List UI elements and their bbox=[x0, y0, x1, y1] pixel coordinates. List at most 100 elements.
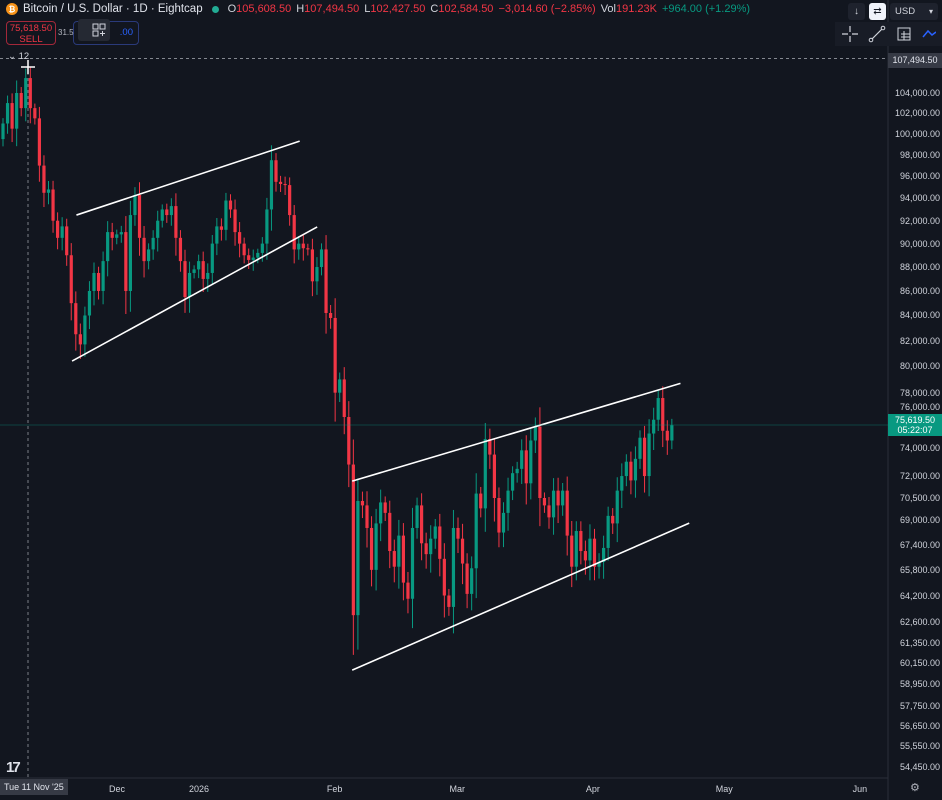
candle bbox=[597, 553, 601, 579]
price-tick-label: 90,000.00 bbox=[899, 238, 940, 249]
candle bbox=[242, 237, 246, 264]
candle-body bbox=[165, 209, 169, 216]
candle-body bbox=[28, 78, 32, 109]
pattern-tool-icon[interactable] bbox=[922, 25, 936, 43]
change-value: −3,014.60 (−2.85%) bbox=[498, 3, 596, 15]
swap-button[interactable]: ⇄ bbox=[869, 3, 886, 20]
open-label: O bbox=[227, 3, 237, 15]
candle-body bbox=[588, 538, 592, 561]
candle-body bbox=[37, 118, 41, 166]
candle-body bbox=[33, 108, 37, 119]
candle bbox=[369, 516, 374, 587]
candle-body bbox=[388, 512, 392, 552]
time-tick-label: Feb bbox=[326, 784, 343, 794]
indicators-collapse-button[interactable]: ⌄ 12 bbox=[8, 51, 29, 62]
price-tick-label: 70,500.00 bbox=[899, 492, 940, 503]
candle bbox=[87, 281, 92, 330]
candle-body bbox=[529, 440, 533, 484]
time-tick-label: 2026 bbox=[188, 784, 210, 794]
candle-body bbox=[301, 243, 305, 249]
candle bbox=[56, 212, 60, 250]
trendline[interactable] bbox=[76, 140, 300, 216]
candle-body bbox=[338, 379, 342, 393]
candle bbox=[406, 571, 410, 614]
candle-body bbox=[5, 103, 10, 124]
candle bbox=[451, 509, 456, 634]
candle-body bbox=[119, 232, 123, 235]
candle bbox=[460, 523, 465, 585]
trendline[interactable] bbox=[351, 522, 690, 671]
candle-body bbox=[356, 500, 360, 616]
candle bbox=[147, 243, 151, 270]
price-tick-label: 96,000.00 bbox=[899, 171, 940, 182]
candle bbox=[51, 180, 55, 233]
candle bbox=[579, 521, 583, 565]
symbol-header[interactable]: ₿ Bitcoin / U.S. Dollar · 1D · Eightcap … bbox=[6, 3, 750, 15]
candle-body bbox=[524, 450, 528, 484]
candle-body bbox=[456, 527, 460, 539]
candle bbox=[338, 372, 342, 403]
symbol-title[interactable]: Bitcoin / U.S. Dollar · 1D · Eightcap bbox=[23, 3, 203, 15]
candle bbox=[420, 493, 424, 561]
candle bbox=[565, 476, 569, 556]
candle bbox=[365, 491, 369, 548]
candle-body bbox=[579, 531, 583, 552]
candle-body bbox=[206, 272, 210, 279]
candle bbox=[37, 106, 41, 182]
axis-settings-icon[interactable]: ⚙ bbox=[910, 782, 920, 794]
candle-body bbox=[470, 568, 474, 594]
candle bbox=[65, 218, 69, 266]
candle bbox=[374, 508, 378, 591]
candle bbox=[133, 187, 137, 226]
candle-body bbox=[624, 461, 628, 477]
candle bbox=[520, 439, 524, 484]
candle bbox=[629, 451, 633, 495]
trendline[interactable] bbox=[71, 226, 318, 362]
candle-body bbox=[620, 476, 624, 491]
trend-line-tool-icon[interactable] bbox=[868, 25, 886, 43]
candle bbox=[60, 217, 64, 251]
candle bbox=[410, 507, 415, 629]
candle-body bbox=[124, 232, 128, 291]
fib-grid-tool-icon[interactable] bbox=[895, 25, 913, 43]
candle-body bbox=[247, 255, 251, 260]
candle-body bbox=[397, 535, 401, 567]
candle bbox=[142, 226, 146, 278]
candle-body bbox=[424, 543, 428, 555]
currency-select[interactable]: USD ▾ bbox=[890, 3, 938, 20]
candle bbox=[15, 80, 19, 147]
candle bbox=[115, 229, 119, 245]
candle bbox=[128, 200, 132, 312]
candle bbox=[333, 298, 337, 422]
candle-body bbox=[383, 502, 387, 513]
object-tree-button[interactable] bbox=[78, 19, 110, 41]
candle bbox=[151, 230, 155, 260]
trendline[interactable] bbox=[351, 382, 681, 482]
sell-button[interactable]: 75,618.50 SELL bbox=[6, 21, 56, 45]
last-price-label: 75,619.50 05:22:07 bbox=[888, 413, 942, 436]
currency-value: USD bbox=[895, 6, 916, 17]
candle bbox=[342, 367, 346, 435]
candle bbox=[228, 194, 233, 218]
candle-body bbox=[369, 527, 374, 570]
candle-body bbox=[570, 535, 574, 567]
volume-value: 191.23K bbox=[615, 3, 657, 15]
price-tick-label: 92,000.00 bbox=[899, 215, 940, 226]
candle bbox=[474, 473, 478, 599]
download-button[interactable]: ↓ bbox=[848, 3, 865, 20]
chevron-down-icon: ▾ bbox=[928, 7, 933, 16]
candle-body bbox=[46, 189, 51, 193]
candle-body bbox=[474, 493, 478, 569]
trendlines-layer[interactable] bbox=[71, 140, 690, 671]
candle bbox=[92, 262, 96, 306]
candle-body bbox=[256, 252, 260, 258]
candle bbox=[319, 243, 324, 276]
candle bbox=[501, 502, 506, 548]
tradingview-logo[interactable]: 17 bbox=[6, 759, 21, 776]
crosshair-tool-icon[interactable] bbox=[841, 25, 859, 43]
candle bbox=[310, 238, 314, 297]
candle-body bbox=[147, 249, 151, 262]
high-value: 107,494.50 bbox=[304, 3, 360, 15]
candle-body bbox=[506, 490, 510, 513]
